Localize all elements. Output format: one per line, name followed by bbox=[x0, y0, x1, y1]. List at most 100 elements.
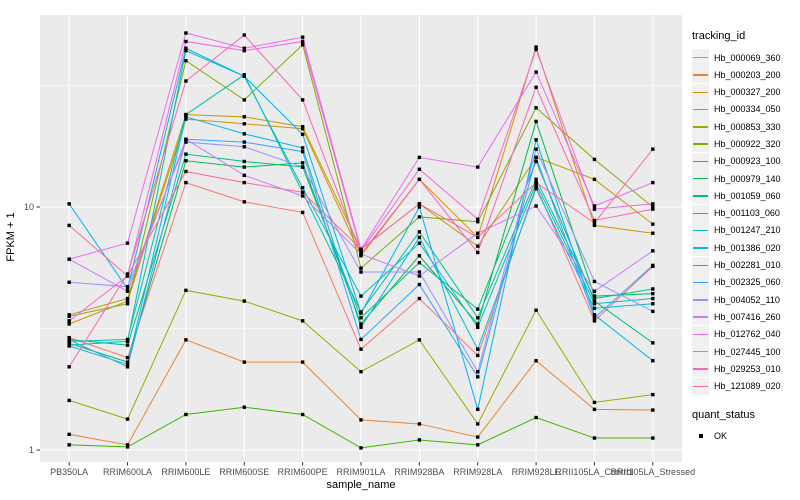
data-point bbox=[184, 39, 188, 44]
data-point bbox=[300, 186, 305, 190]
data-point bbox=[592, 207, 597, 211]
legend-key-swatch bbox=[692, 49, 709, 66]
data-point bbox=[592, 316, 597, 320]
data-point bbox=[417, 422, 422, 426]
legend-item: Hb_029253_010 bbox=[692, 360, 800, 378]
legend-key-swatch bbox=[692, 221, 709, 239]
data-point bbox=[359, 294, 363, 298]
data-point bbox=[651, 291, 655, 296]
legend-item: Hb_027445_100 bbox=[692, 343, 800, 361]
data-point bbox=[359, 446, 363, 450]
data-point bbox=[242, 140, 246, 144]
data-point bbox=[417, 270, 422, 274]
data-point bbox=[534, 70, 538, 74]
data-point bbox=[359, 337, 363, 342]
legend-item-quant: OK bbox=[692, 427, 800, 445]
legend-item: Hb_007416_260 bbox=[692, 308, 800, 326]
data-point bbox=[534, 106, 538, 110]
data-point bbox=[125, 417, 130, 421]
data-point bbox=[592, 306, 597, 310]
data-point bbox=[359, 322, 363, 326]
data-point bbox=[67, 335, 71, 340]
data-point bbox=[242, 98, 246, 102]
legend-title-tracking-id: tracking_id bbox=[692, 30, 746, 42]
x-tick-label: RRII105LA_Control bbox=[555, 467, 633, 477]
x-tick-label: RRIM600LE bbox=[161, 467, 210, 477]
legend-item: Hb_002281_010 bbox=[692, 256, 800, 274]
legend-key-swatch bbox=[692, 325, 709, 343]
legend-item-label: Hb_001386_020 bbox=[714, 242, 781, 253]
data-point bbox=[417, 338, 422, 342]
data-point bbox=[67, 365, 71, 369]
legend-item-label: Hb_002325_060 bbox=[714, 277, 781, 288]
legend-item: Hb_000923_100 bbox=[692, 152, 800, 170]
data-point bbox=[125, 365, 130, 369]
data-point bbox=[242, 132, 246, 136]
legend-key-swatch bbox=[692, 308, 709, 326]
data-point bbox=[534, 85, 538, 89]
data-point bbox=[184, 140, 188, 144]
data-point bbox=[534, 45, 538, 49]
legend-title-quant-status: quant_status bbox=[692, 408, 755, 421]
legend-key-line bbox=[693, 160, 708, 163]
legend-items-tracking-id: Hb_000069_360 Hb_000203_200 Hb_000327_200 H… bbox=[692, 49, 800, 395]
data-point bbox=[125, 287, 130, 291]
data-point bbox=[651, 231, 655, 235]
legend-key-swatch bbox=[692, 360, 709, 378]
legend-item-label: Hb_121089_020 bbox=[714, 381, 781, 392]
data-point bbox=[125, 362, 130, 367]
data-point bbox=[67, 280, 71, 284]
data-point bbox=[476, 443, 480, 447]
x-tick-label: RRIM928LE bbox=[512, 467, 561, 477]
data-point bbox=[592, 177, 597, 182]
data-point bbox=[125, 337, 130, 342]
y-tick-label: 10 bbox=[24, 202, 34, 212]
data-point bbox=[125, 289, 130, 293]
legend-item-label: Hb_001103_060 bbox=[714, 208, 780, 219]
data-point bbox=[534, 159, 538, 164]
data-point bbox=[592, 157, 597, 162]
data-point bbox=[651, 249, 655, 253]
data-point bbox=[300, 412, 305, 417]
data-point bbox=[534, 359, 538, 363]
legend-key-line bbox=[693, 247, 708, 249]
data-point bbox=[476, 219, 480, 224]
data-point bbox=[300, 190, 305, 194]
legend-key-swatch bbox=[692, 135, 709, 153]
legend-key-line bbox=[693, 108, 708, 111]
data-point bbox=[592, 301, 597, 306]
data-point bbox=[300, 35, 305, 39]
data-point bbox=[300, 43, 305, 47]
data-point bbox=[417, 260, 422, 265]
data-point bbox=[476, 325, 480, 329]
data-point bbox=[534, 177, 538, 182]
legend-items-quant-status: OK bbox=[692, 427, 800, 445]
legend-key-swatch bbox=[692, 273, 709, 291]
x-tick-label: RRIM600PE bbox=[278, 467, 328, 477]
legend-key-line bbox=[693, 351, 708, 353]
data-point bbox=[184, 180, 188, 185]
data-point bbox=[184, 46, 188, 50]
data-point bbox=[67, 443, 71, 447]
legend-item-label: Hb_004052_110 bbox=[714, 294, 780, 305]
data-point bbox=[592, 204, 597, 208]
legend-item: Hb_000203_200 bbox=[692, 66, 800, 84]
x-tick-label: RRIM600SE bbox=[219, 467, 269, 477]
data-point bbox=[359, 247, 363, 251]
data-point bbox=[534, 186, 538, 191]
data-point bbox=[592, 221, 597, 225]
data-point bbox=[300, 132, 305, 137]
legend-item: Hb_000853_330 bbox=[692, 118, 800, 136]
data-point bbox=[476, 375, 480, 379]
legend-item: Hb_002325_060 bbox=[692, 273, 800, 291]
data-point bbox=[184, 338, 188, 342]
x-tick-label: RRIM901LA bbox=[336, 467, 385, 477]
data-point bbox=[242, 122, 246, 126]
data-point bbox=[125, 339, 130, 344]
data-point bbox=[476, 370, 480, 374]
data-point bbox=[242, 46, 246, 50]
data-point bbox=[592, 279, 597, 284]
legend-key-swatch bbox=[692, 256, 709, 274]
data-point bbox=[417, 296, 422, 301]
